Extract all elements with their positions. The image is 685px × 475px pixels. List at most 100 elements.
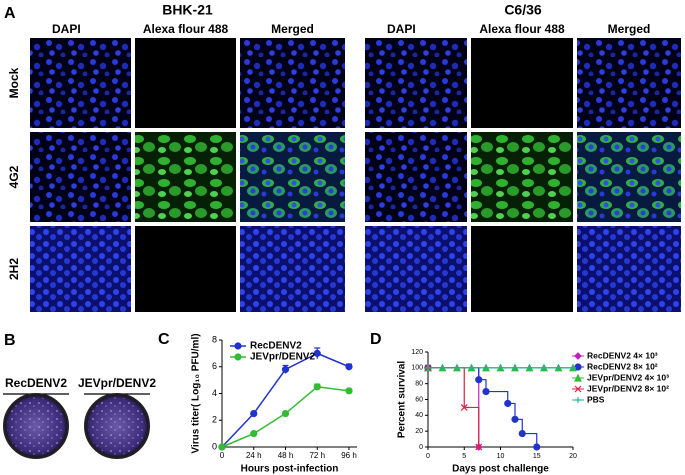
x-tick-label: 5 bbox=[462, 453, 466, 460]
marker bbox=[526, 364, 533, 371]
marker bbox=[313, 349, 321, 357]
micrograph bbox=[577, 226, 681, 312]
marker bbox=[460, 403, 468, 411]
y-tick-label: 20 bbox=[415, 428, 423, 435]
micrograph bbox=[30, 38, 131, 128]
panel-label: D bbox=[370, 331, 382, 348]
marker bbox=[504, 399, 512, 408]
micrograph bbox=[135, 226, 236, 312]
plate-label: JEVpr/DENV2 bbox=[78, 376, 156, 390]
marker bbox=[454, 364, 460, 371]
marker bbox=[574, 363, 582, 371]
x-axis-label: Days post challenge bbox=[452, 464, 549, 475]
micrograph bbox=[471, 38, 573, 128]
y-tick-label: 0 bbox=[419, 444, 423, 451]
micrograph bbox=[365, 38, 467, 128]
marker bbox=[483, 364, 489, 371]
row-label: Mock bbox=[7, 67, 21, 98]
x-tick-label: 24 h bbox=[246, 451, 262, 460]
x-tick-label: 15 bbox=[533, 453, 541, 460]
marker bbox=[555, 364, 562, 371]
micrograph bbox=[365, 226, 467, 312]
legend-label: PBS bbox=[587, 394, 605, 404]
x-tick-label: 72 h bbox=[309, 451, 325, 460]
marker bbox=[345, 363, 353, 371]
y-tick-label: 4 bbox=[212, 388, 217, 398]
micrograph bbox=[365, 132, 467, 222]
y-tick-label: 100 bbox=[411, 365, 423, 372]
panel-b: B RecDENV2 JEVpr/DENV2 bbox=[3, 332, 156, 459]
marker bbox=[218, 443, 226, 451]
legend-label: JEVpr/DENV2 bbox=[250, 352, 315, 363]
micrograph bbox=[240, 38, 345, 128]
legend-label: RecDENV2 bbox=[250, 341, 302, 352]
y-tick-label: 40 bbox=[415, 412, 423, 419]
marker bbox=[574, 352, 582, 360]
panel-label: B bbox=[4, 332, 16, 349]
legend-label: RecDENV2 8× 10² bbox=[587, 361, 658, 371]
column-header: Alexa flour 488 bbox=[143, 22, 229, 36]
y-axis-label: Virus titer( Log₁₀ PFU/ml) bbox=[191, 333, 202, 453]
marker bbox=[425, 364, 431, 371]
x-axis-label: Hours post-infection bbox=[241, 464, 339, 475]
marker bbox=[468, 364, 475, 371]
legend-label: RecDENV2 4× 10³ bbox=[587, 350, 658, 360]
micrograph bbox=[577, 132, 681, 222]
x-tick-label: 96 h bbox=[341, 451, 357, 460]
marker bbox=[574, 385, 582, 393]
plaques bbox=[7, 397, 65, 455]
plate-label: RecDENV2 bbox=[5, 376, 67, 390]
marker bbox=[533, 443, 541, 451]
micrograph bbox=[30, 132, 131, 222]
column-header: Merged bbox=[608, 22, 651, 36]
row-label: 2H2 bbox=[7, 258, 21, 280]
marker bbox=[575, 397, 581, 403]
micrograph bbox=[135, 132, 236, 222]
y-tick-label: 0 bbox=[212, 441, 217, 451]
column-header: Merged bbox=[271, 22, 314, 36]
micrograph bbox=[240, 226, 345, 312]
y-tick-label: 6 bbox=[212, 361, 217, 371]
charts: C D 0 2 4 6 8 Virus titer( Log₁₀ PFU/ml) Hours p… bbox=[158, 331, 669, 474]
marker bbox=[475, 376, 483, 384]
marker bbox=[250, 409, 258, 418]
panel-a: A BHK-21 DAPI Alexa flour 488 Merged C6/36 DAP… bbox=[4, 2, 681, 312]
marker bbox=[345, 387, 353, 395]
column-header: DAPI bbox=[52, 22, 81, 36]
marker bbox=[570, 364, 576, 371]
panel-label: C bbox=[158, 331, 170, 348]
marker bbox=[511, 415, 519, 423]
y-tick-label: 8 bbox=[212, 334, 217, 344]
marker bbox=[234, 353, 242, 361]
x-tick-label: 0 bbox=[220, 451, 225, 460]
row-label: 4G2 bbox=[7, 165, 21, 188]
legend-label: JEVpr/DENV2 4× 10³ bbox=[587, 372, 669, 382]
x-tick-label: 0 bbox=[426, 453, 430, 460]
survival-line bbox=[428, 367, 480, 447]
y-tick-label: 80 bbox=[415, 381, 423, 388]
marker bbox=[234, 342, 242, 350]
cell-line-title: BHK-21 bbox=[162, 2, 213, 18]
marker bbox=[512, 364, 518, 371]
micrograph bbox=[577, 38, 681, 128]
micrograph bbox=[471, 132, 573, 222]
micrograph bbox=[135, 38, 236, 128]
marker bbox=[482, 387, 490, 396]
x-tick-label: 10 bbox=[497, 453, 505, 460]
cell-line-title: C6/36 bbox=[504, 2, 542, 18]
marker bbox=[541, 364, 547, 371]
micrograph bbox=[240, 132, 345, 222]
marker bbox=[281, 365, 290, 374]
marker bbox=[313, 383, 321, 391]
y-tick-label: 60 bbox=[415, 396, 423, 403]
marker bbox=[574, 373, 582, 382]
legend-label: JEVpr/DENV2 8× 10² bbox=[587, 383, 669, 393]
marker bbox=[497, 364, 504, 371]
marker bbox=[475, 443, 483, 451]
y-tick-label: 2 bbox=[212, 415, 217, 425]
y-tick-label: 120 bbox=[411, 349, 423, 356]
marker bbox=[281, 409, 290, 418]
marker bbox=[518, 429, 526, 438]
marker bbox=[439, 364, 446, 371]
